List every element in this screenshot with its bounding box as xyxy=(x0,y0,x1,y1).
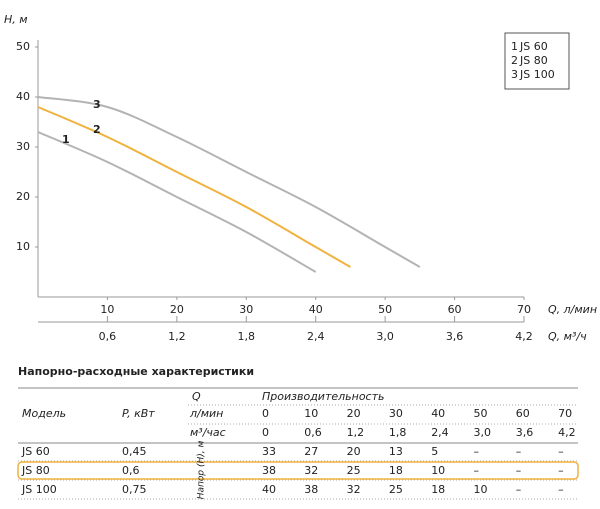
legend-marker: 1 xyxy=(511,40,518,53)
y-tick-label: 10 xyxy=(16,240,30,253)
table-cell: 38 xyxy=(304,483,318,496)
curve-label: 2 xyxy=(93,123,101,136)
x-axis-label: Q, л/мин xyxy=(548,303,597,316)
table-cell: JS 60 xyxy=(21,445,50,458)
table-cell: 1,2 xyxy=(347,426,365,439)
table-header: Производительность xyxy=(262,390,385,403)
table-cell: 0,6 xyxy=(122,464,140,477)
table-header: м³/час xyxy=(190,426,226,439)
legend-marker: 2 xyxy=(511,54,518,67)
table-cell: – xyxy=(558,483,564,496)
table-cell: 13 xyxy=(389,445,403,458)
x2-axis-label: Q, м³/ч xyxy=(548,330,587,343)
table-cell: 40 xyxy=(431,407,445,420)
table-cell: 0 xyxy=(262,407,269,420)
table-cell: 10 xyxy=(431,464,445,477)
table-header: л/мин xyxy=(189,407,223,420)
legend-marker: 3 xyxy=(511,68,518,81)
table-cell: 3,6 xyxy=(516,426,534,439)
table-cell: – xyxy=(474,464,480,477)
table-cell: 33 xyxy=(262,445,276,458)
table-header: Q xyxy=(192,390,201,403)
table-cell: 10 xyxy=(304,407,318,420)
legend-label: JS 60 xyxy=(519,40,548,53)
x2-tick-label: 0,6 xyxy=(99,330,117,343)
table-cell: 0,45 xyxy=(122,445,147,458)
y-axis-label: H, м xyxy=(4,13,28,26)
x-tick-label: 60 xyxy=(448,303,462,316)
x-tick-label: 10 xyxy=(100,303,114,316)
x2-tick-label: 3,0 xyxy=(376,330,394,343)
table-cell: 5 xyxy=(431,445,438,458)
table-header: P, кВт xyxy=(122,407,155,420)
table-cell: 40 xyxy=(262,483,276,496)
table-cell: JS 80 xyxy=(21,464,50,477)
table-cell: – xyxy=(558,464,564,477)
table-cell: 4,2 xyxy=(558,426,576,439)
table-cell: 25 xyxy=(347,464,361,477)
table-header: Напор (H), м xyxy=(197,441,207,500)
table-cell: 1,8 xyxy=(389,426,407,439)
table-cell: 20 xyxy=(347,407,361,420)
table-cell: JS 100 xyxy=(21,483,57,496)
curve-label: 1 xyxy=(62,133,70,146)
line xyxy=(37,106,351,268)
line xyxy=(37,96,421,268)
x-tick-label: 20 xyxy=(170,303,184,316)
y-tick-label: 50 xyxy=(16,40,30,53)
x-tick-label: 70 xyxy=(517,303,531,316)
x2-tick-label: 3,6 xyxy=(446,330,464,343)
table-cell: 0 xyxy=(262,426,269,439)
y-tick-label: 30 xyxy=(16,140,30,153)
x-tick-label: 40 xyxy=(309,303,323,316)
curve-label: 3 xyxy=(93,98,101,111)
table-cell: – xyxy=(516,464,522,477)
table-title: Напорно-расходные характеристики xyxy=(18,365,254,378)
table-cell: – xyxy=(474,445,480,458)
table-cell: 38 xyxy=(262,464,276,477)
table-header: Модель xyxy=(22,407,66,420)
x2-tick-label: 1,8 xyxy=(238,330,256,343)
x2-tick-label: 1,2 xyxy=(168,330,186,343)
line xyxy=(37,131,317,273)
y-tick-label: 40 xyxy=(16,90,30,103)
table-cell: 70 xyxy=(558,407,572,420)
table-cell: 25 xyxy=(389,483,403,496)
x-tick-label: 30 xyxy=(239,303,253,316)
table-cell: 32 xyxy=(347,483,361,496)
table-cell: 50 xyxy=(474,407,488,420)
table-cell: 0,6 xyxy=(304,426,322,439)
table-cell: 30 xyxy=(389,407,403,420)
legend-box xyxy=(504,32,570,90)
table-cell: 18 xyxy=(431,483,445,496)
table-cell: 10 xyxy=(474,483,488,496)
x2-tick-label: 4,2 xyxy=(515,330,533,343)
table-cell: 20 xyxy=(347,445,361,458)
table-cell: 32 xyxy=(304,464,318,477)
x2-tick-label: 2,4 xyxy=(307,330,325,343)
table-cell: – xyxy=(516,483,522,496)
row-highlight xyxy=(17,461,579,480)
table-cell: 0,75 xyxy=(122,483,147,496)
y-tick-label: 20 xyxy=(16,190,30,203)
table-cell: 2,4 xyxy=(431,426,449,439)
table-cell: 60 xyxy=(516,407,530,420)
legend-label: JS 80 xyxy=(519,54,548,67)
table-cell: – xyxy=(516,445,522,458)
table-cell: 27 xyxy=(304,445,318,458)
x-tick-label: 50 xyxy=(378,303,392,316)
table-cell: 18 xyxy=(389,464,403,477)
table-cell: 3,0 xyxy=(474,426,492,439)
table-cell: – xyxy=(558,445,564,458)
legend-label: JS 100 xyxy=(519,68,555,81)
